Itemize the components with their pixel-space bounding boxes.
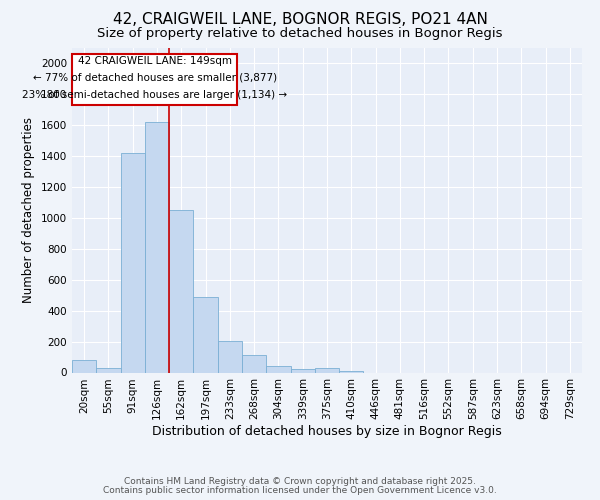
Text: Contains public sector information licensed under the Open Government Licence v3: Contains public sector information licen… <box>103 486 497 495</box>
Text: 42, CRAIGWEIL LANE, BOGNOR REGIS, PO21 4AN: 42, CRAIGWEIL LANE, BOGNOR REGIS, PO21 4… <box>113 12 487 28</box>
Y-axis label: Number of detached properties: Number of detached properties <box>22 117 35 303</box>
Bar <box>145 122 169 372</box>
X-axis label: Distribution of detached houses by size in Bognor Regis: Distribution of detached houses by size … <box>152 425 502 438</box>
Bar <box>218 341 242 372</box>
Bar <box>339 371 364 372</box>
Bar <box>290 370 315 372</box>
Text: ← 77% of detached houses are smaller (3,877): ← 77% of detached houses are smaller (3,… <box>32 72 277 83</box>
Bar <box>121 152 145 372</box>
Bar <box>315 368 339 372</box>
Bar <box>242 356 266 372</box>
Bar <box>96 368 121 372</box>
Text: Size of property relative to detached houses in Bognor Regis: Size of property relative to detached ho… <box>97 28 503 40</box>
Bar <box>193 296 218 372</box>
Text: 42 CRAIGWEIL LANE: 149sqm: 42 CRAIGWEIL LANE: 149sqm <box>77 56 232 66</box>
Bar <box>72 360 96 372</box>
Bar <box>266 366 290 372</box>
FancyBboxPatch shape <box>72 54 237 105</box>
Text: 23% of semi-detached houses are larger (1,134) →: 23% of semi-detached houses are larger (… <box>22 90 287 101</box>
Text: Contains HM Land Registry data © Crown copyright and database right 2025.: Contains HM Land Registry data © Crown c… <box>124 477 476 486</box>
Bar <box>169 210 193 372</box>
